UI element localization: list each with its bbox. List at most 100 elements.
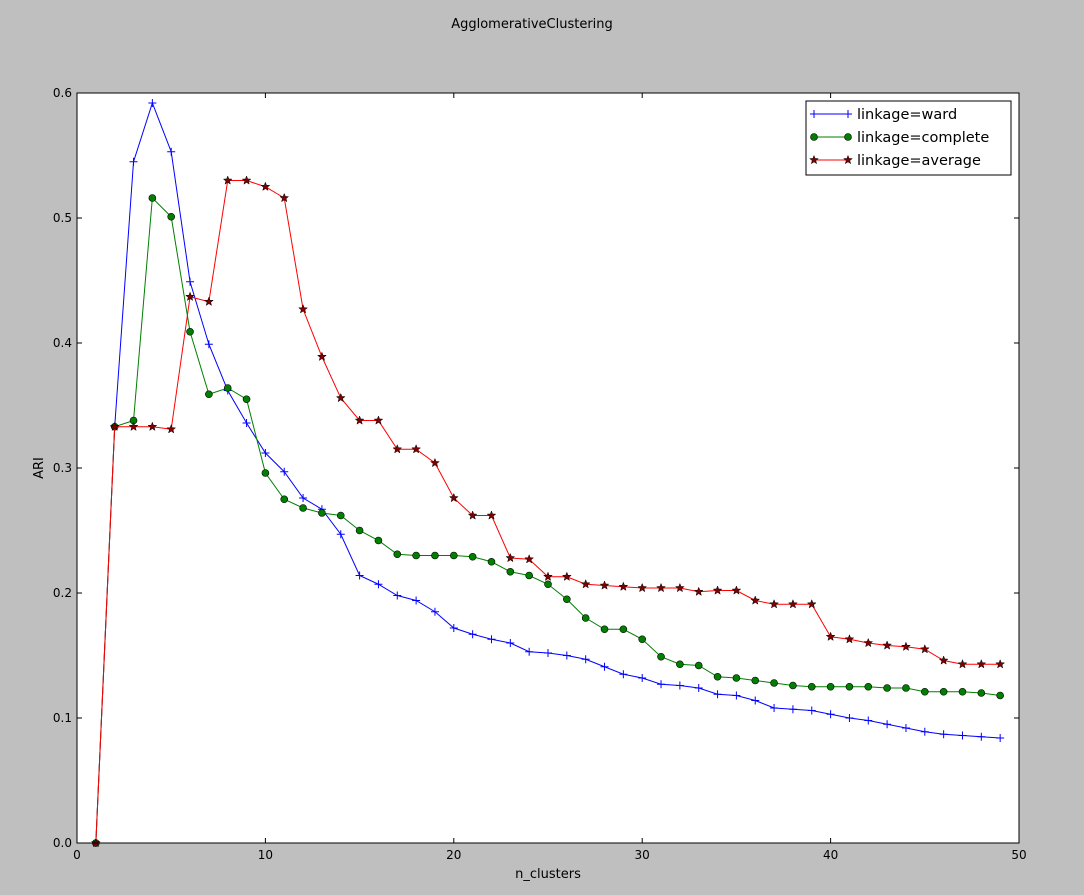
data-point bbox=[448, 492, 459, 503]
data-point bbox=[487, 635, 496, 644]
data-point bbox=[751, 676, 760, 685]
data-point bbox=[920, 687, 929, 696]
data-point bbox=[241, 175, 252, 185]
data-point bbox=[789, 681, 797, 690]
data-point bbox=[600, 662, 609, 671]
data-point bbox=[562, 651, 571, 660]
data-point bbox=[318, 509, 326, 517]
data-point bbox=[919, 644, 930, 654]
data-point bbox=[563, 595, 571, 604]
x-tick-label: 20 bbox=[446, 848, 461, 862]
data-point bbox=[486, 510, 497, 520]
data-point bbox=[864, 682, 873, 691]
data-point bbox=[506, 639, 515, 647]
data-point bbox=[205, 390, 213, 399]
data-point bbox=[261, 449, 270, 457]
data-point bbox=[298, 304, 309, 314]
data-point bbox=[373, 415, 384, 425]
data-point bbox=[524, 554, 535, 564]
data-point bbox=[581, 614, 590, 622]
x-axis-label: n_clusters bbox=[515, 867, 581, 882]
data-point bbox=[449, 551, 458, 560]
data-point bbox=[487, 557, 496, 566]
data-point bbox=[674, 582, 685, 593]
ticks-layer: 0 10 20 30 40 50 0.0 0.1 0.2 0.3 0.4 0.5 0.6 bbox=[53, 86, 1027, 862]
data-point bbox=[995, 659, 1006, 669]
data-point bbox=[957, 659, 968, 669]
data-point bbox=[166, 424, 177, 434]
data-point bbox=[638, 635, 647, 644]
data-point bbox=[222, 175, 233, 185]
y-tick-label: 0.3 bbox=[53, 461, 72, 475]
y-axis-label: ARI bbox=[32, 457, 47, 479]
legend-marker bbox=[809, 154, 819, 165]
data-point bbox=[148, 99, 157, 107]
data-point bbox=[657, 680, 666, 689]
legend: linkage=ward linkage=complete linkage=aver… bbox=[805, 100, 1012, 176]
data-point bbox=[731, 585, 742, 595]
data-point bbox=[374, 580, 383, 589]
data-point bbox=[958, 687, 967, 696]
data-point bbox=[355, 526, 364, 535]
data-point bbox=[279, 192, 290, 203]
legend-marker bbox=[844, 133, 852, 141]
data-point bbox=[996, 734, 1005, 742]
data-point bbox=[732, 674, 741, 682]
data-point bbox=[543, 571, 553, 581]
y-tick-label: 0.4 bbox=[53, 336, 72, 350]
data-point bbox=[393, 591, 402, 600]
legend-item: linkage=ward bbox=[810, 107, 957, 123]
data-point bbox=[505, 552, 516, 563]
data-point bbox=[204, 340, 213, 349]
chart-title: AgglomerativeClustering bbox=[451, 17, 613, 32]
data-point bbox=[336, 511, 345, 520]
data-point bbox=[223, 384, 232, 392]
data-point bbox=[316, 351, 327, 361]
data-point bbox=[203, 296, 214, 306]
data-point bbox=[411, 444, 422, 454]
y-tick-label: 0.1 bbox=[53, 711, 72, 725]
data-point bbox=[883, 684, 891, 692]
data-point bbox=[676, 660, 684, 669]
data-point bbox=[618, 581, 629, 591]
x-tick-label: 30 bbox=[635, 848, 650, 862]
data-point bbox=[958, 731, 967, 740]
data-point bbox=[580, 579, 591, 589]
x-tick-label: 50 bbox=[1011, 848, 1026, 862]
data-point bbox=[280, 495, 289, 504]
data-point bbox=[430, 457, 440, 468]
y-tick-label: 0.6 bbox=[53, 86, 72, 100]
data-point bbox=[637, 582, 648, 593]
x-tick-label: 0 bbox=[73, 848, 81, 862]
data-point bbox=[561, 571, 572, 581]
data-point bbox=[335, 392, 346, 403]
data-point bbox=[977, 732, 986, 741]
data-point bbox=[619, 625, 628, 634]
data-point bbox=[128, 421, 139, 431]
y-tick-label: 0.5 bbox=[53, 211, 72, 225]
data-point bbox=[863, 637, 874, 648]
data-point bbox=[825, 631, 836, 641]
data-point bbox=[185, 291, 195, 301]
legend-marker bbox=[810, 110, 818, 118]
data-point bbox=[883, 720, 892, 729]
data-point bbox=[901, 641, 911, 651]
data-point bbox=[260, 181, 271, 191]
legend-label: linkage=ward bbox=[857, 107, 957, 123]
data-point bbox=[412, 596, 421, 605]
data-point bbox=[393, 550, 402, 559]
data-point bbox=[977, 689, 986, 697]
data-point bbox=[713, 690, 722, 699]
data-point bbox=[468, 630, 477, 639]
data-point bbox=[148, 194, 157, 202]
data-point bbox=[694, 684, 703, 692]
data-point bbox=[336, 530, 345, 539]
data-point bbox=[129, 157, 138, 166]
data-point bbox=[807, 706, 816, 715]
data-point bbox=[769, 599, 780, 609]
data-point bbox=[656, 582, 666, 593]
data-point bbox=[770, 704, 779, 712]
data-point bbox=[544, 649, 552, 657]
data-point bbox=[826, 682, 835, 691]
data-point bbox=[600, 625, 609, 634]
